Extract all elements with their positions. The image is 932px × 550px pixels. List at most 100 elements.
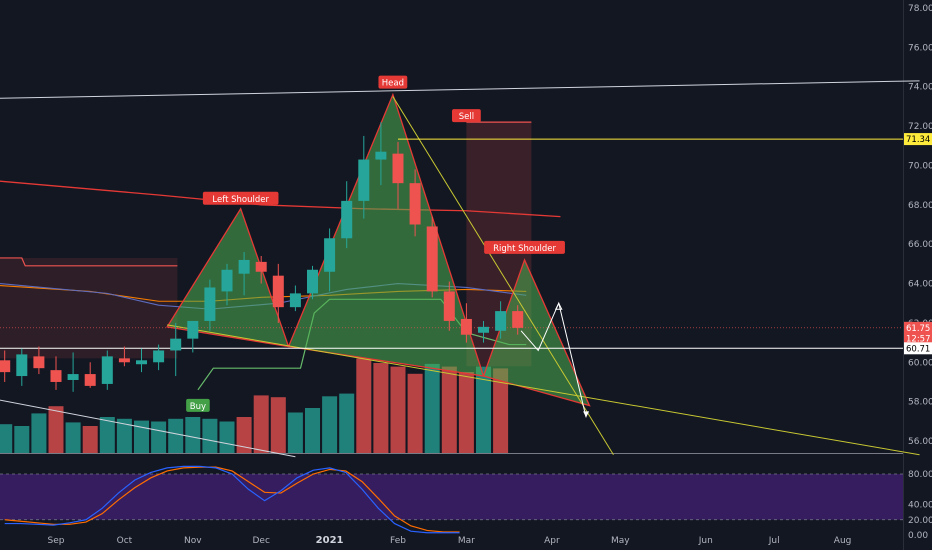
volume-bar bbox=[116, 418, 132, 453]
volume-bar bbox=[31, 413, 47, 453]
volume-bar bbox=[151, 421, 167, 453]
candle-body bbox=[101, 356, 113, 384]
price-tick-label: 76.00 bbox=[908, 43, 932, 53]
projection-path bbox=[520, 301, 587, 418]
head-label-bg bbox=[378, 75, 408, 89]
head-shape bbox=[287, 92, 485, 377]
trendline-support bbox=[167, 324, 920, 456]
price-marker-label: 61.75 bbox=[906, 324, 930, 334]
price-marker-bg bbox=[904, 342, 932, 355]
candle-body bbox=[84, 374, 96, 386]
candle-body bbox=[118, 358, 130, 363]
candle-body bbox=[136, 360, 147, 365]
buy-signal-label-bg bbox=[186, 398, 210, 412]
candle-body bbox=[50, 370, 62, 382]
left-shoulder-label: Left Shoulder bbox=[212, 195, 269, 205]
candle-body bbox=[33, 356, 45, 369]
time-tick-label: Sep bbox=[48, 536, 65, 546]
volume-bar bbox=[236, 417, 252, 453]
left-shoulder-label-bg bbox=[202, 191, 279, 205]
volume-bar bbox=[134, 420, 149, 453]
candle-body bbox=[495, 311, 507, 331]
trendline-lower-white bbox=[0, 399, 296, 458]
candle-body bbox=[341, 200, 353, 239]
candle-body bbox=[255, 261, 267, 272]
time-tick-label: 2021 bbox=[316, 535, 344, 546]
volume-bar bbox=[99, 417, 115, 453]
volume-bar bbox=[219, 421, 235, 453]
candle-body bbox=[289, 293, 301, 308]
volume-bar bbox=[356, 358, 372, 453]
time-tick-label: May bbox=[611, 536, 630, 546]
volume-bar bbox=[202, 418, 218, 453]
price-tick-label: 56.00 bbox=[908, 437, 932, 447]
time-tick-label: Apr bbox=[544, 536, 560, 546]
ma-long-line bbox=[0, 180, 561, 218]
volume-bar bbox=[424, 363, 440, 453]
candle-body bbox=[392, 153, 404, 184]
volume-bar bbox=[270, 397, 286, 453]
time-tick-label: Mar bbox=[458, 536, 475, 546]
sell-signal-label: Sell bbox=[459, 112, 474, 122]
volume-bar bbox=[65, 422, 81, 453]
volume-bar bbox=[82, 426, 98, 453]
candle-body bbox=[512, 311, 524, 328]
volume-bar bbox=[253, 395, 269, 453]
candle-body bbox=[443, 291, 455, 321]
price-marker-bg bbox=[904, 321, 932, 334]
price-tick-label: 70.00 bbox=[908, 161, 932, 171]
time-tick-label: Nov bbox=[184, 536, 202, 546]
time-tick-label: Feb bbox=[390, 536, 406, 546]
candle-body bbox=[221, 269, 233, 292]
volume-bar bbox=[390, 366, 406, 453]
price-marker-label: 60.71 bbox=[906, 344, 930, 354]
oscillator-tick-label: 40.00 bbox=[908, 501, 932, 511]
price-tick-label: 66.00 bbox=[908, 240, 932, 250]
buy-signal-label: Buy bbox=[190, 402, 206, 412]
time-tick-label: Jun bbox=[698, 536, 713, 546]
band-zone-left bbox=[0, 257, 178, 359]
time-tick-label: Oct bbox=[117, 536, 133, 546]
volume-bar bbox=[0, 424, 13, 453]
candle-body bbox=[409, 183, 421, 225]
volume-bar bbox=[407, 373, 423, 453]
candle-body bbox=[375, 151, 387, 160]
price-marker-label: 71.34 bbox=[906, 135, 930, 145]
volume-bar bbox=[287, 412, 303, 453]
oscillator-tick-label: 20.00 bbox=[908, 516, 932, 526]
price-tick-label: 58.00 bbox=[908, 398, 932, 408]
volume-bar bbox=[458, 372, 474, 453]
right-shoulder-label-bg bbox=[484, 240, 565, 254]
price-tick-label: 68.00 bbox=[908, 201, 932, 211]
volume-bar bbox=[373, 363, 389, 453]
projection-arrowhead bbox=[583, 411, 590, 418]
time-tick-label: Aug bbox=[834, 536, 852, 546]
volume-bar bbox=[48, 406, 64, 453]
oscillator-tick-label: 0.00 bbox=[908, 531, 928, 541]
candle-body bbox=[153, 350, 165, 363]
price-tick-label: 74.00 bbox=[908, 83, 932, 93]
sell-signal-label-bg bbox=[452, 109, 481, 123]
candle-body bbox=[204, 287, 216, 321]
price-marker-bg bbox=[904, 332, 932, 345]
time-tick-label: Jul bbox=[768, 536, 780, 546]
candle-body bbox=[426, 226, 438, 292]
band-upper-line bbox=[0, 257, 178, 267]
head-label: Head bbox=[382, 79, 404, 89]
volume-bar bbox=[339, 393, 355, 453]
volume-bar bbox=[493, 368, 509, 453]
price-marker-bg bbox=[904, 133, 932, 146]
price-tick-label: 60.00 bbox=[908, 358, 932, 368]
candle-body bbox=[0, 360, 11, 373]
oscillator-d-line bbox=[4, 466, 460, 533]
candle-body bbox=[272, 275, 284, 308]
trendline-resistance bbox=[0, 80, 920, 99]
price-tick-label: 64.00 bbox=[908, 280, 932, 290]
candle-body bbox=[307, 269, 318, 294]
candle-body bbox=[324, 238, 336, 272]
volume-bar bbox=[168, 418, 184, 453]
candle-body bbox=[187, 320, 199, 339]
candle-body bbox=[67, 374, 79, 380]
